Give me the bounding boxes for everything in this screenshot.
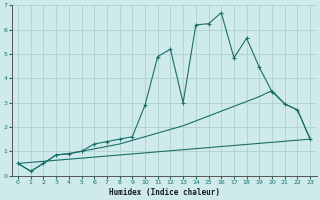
X-axis label: Humidex (Indice chaleur): Humidex (Indice chaleur) bbox=[108, 188, 220, 197]
